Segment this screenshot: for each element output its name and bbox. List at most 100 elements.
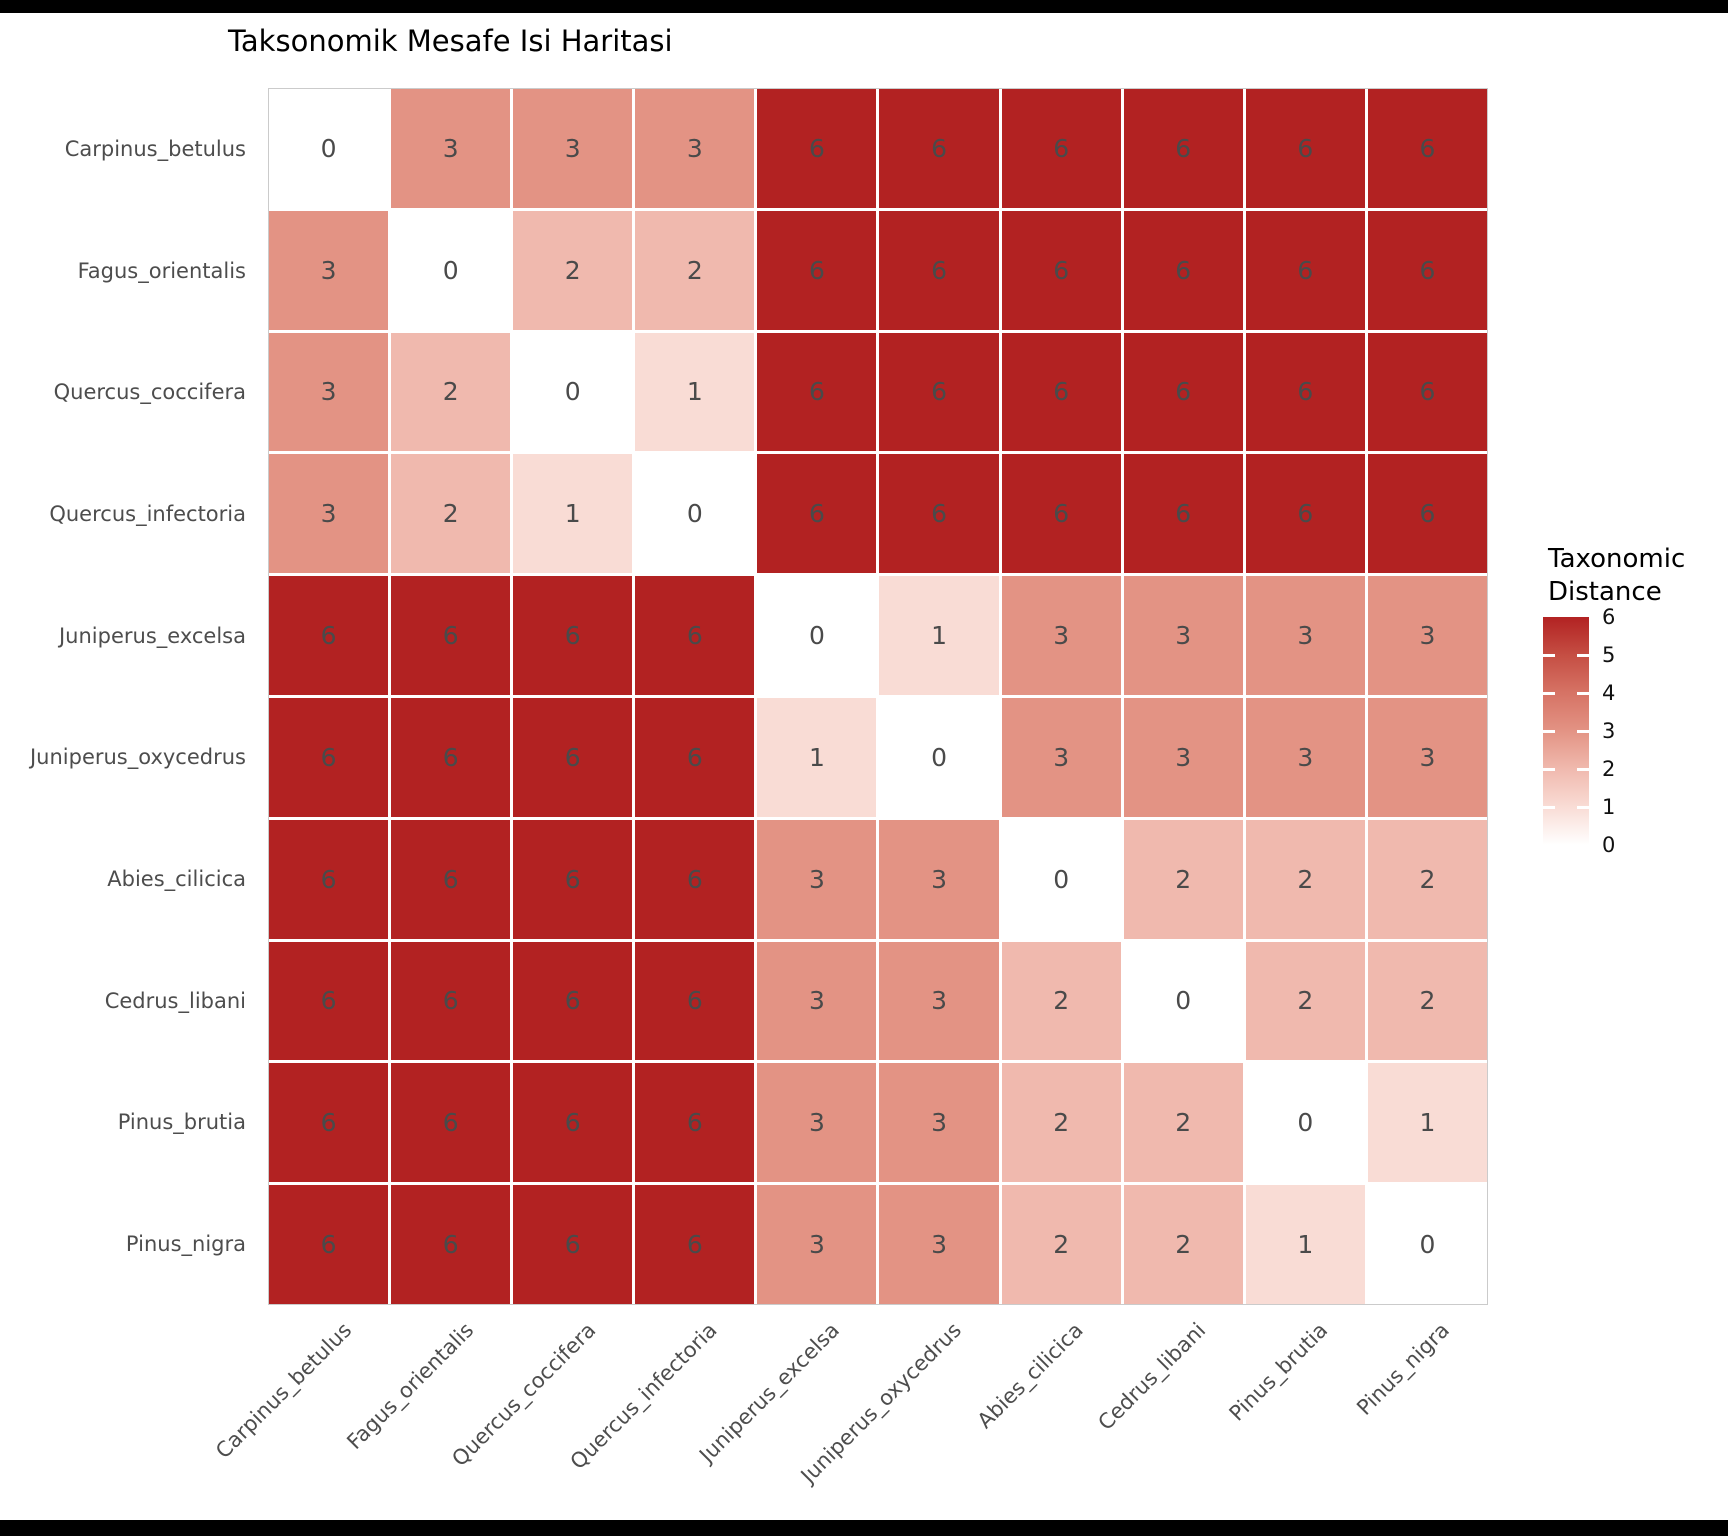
- heatmap-cell: 6: [1001, 332, 1121, 452]
- heatmap-cell: 3: [513, 89, 633, 208]
- heatmap-cell: 3: [1001, 576, 1121, 695]
- cell-value: 1: [564, 499, 581, 529]
- heatmap-cell: 1: [757, 698, 877, 817]
- heatmap-cell: 6: [1001, 454, 1121, 574]
- heatmap-cell: 6: [635, 576, 755, 695]
- heatmap-cell: 6: [513, 1063, 633, 1183]
- cell-value: 3: [931, 1108, 947, 1138]
- cell-value: 6: [1297, 499, 1314, 529]
- heatmap-cell: 3: [269, 332, 389, 452]
- cell-value: 2: [1297, 864, 1314, 894]
- cell-value: 3: [931, 864, 947, 894]
- heatmap-cell: 2: [1123, 1063, 1243, 1183]
- heatmap-cell: 3: [269, 210, 389, 330]
- heatmap-cell: 0: [635, 454, 755, 574]
- cell-value: 6: [931, 255, 947, 285]
- heatmap-cell: 6: [757, 454, 877, 574]
- cell-value: 3: [686, 133, 703, 163]
- cell-value: 2: [1053, 1108, 1070, 1138]
- cell-value: 6: [564, 621, 581, 651]
- heatmap-cell: 6: [1123, 332, 1243, 452]
- cell-value: 2: [1175, 864, 1192, 894]
- cell-value: 1: [1297, 1230, 1314, 1260]
- heatmap-cell: 0: [513, 332, 633, 452]
- cell-value: 6: [931, 499, 947, 529]
- y-axis-label: Juniperus_oxycedrus: [29, 745, 246, 770]
- y-axis-label: Carpinus_betulus: [64, 136, 246, 161]
- cell-value: 0: [808, 621, 825, 651]
- heatmap-cell: 3: [879, 819, 999, 939]
- heatmap-cell: 6: [1001, 210, 1121, 330]
- heatmap-cell: 0: [1001, 819, 1121, 939]
- cell-value: 6: [686, 986, 703, 1016]
- heatmap-cell: 2: [1123, 1185, 1243, 1304]
- heatmap-cell: 3: [1245, 576, 1365, 695]
- heatmap-cell: 2: [1001, 1063, 1121, 1183]
- cell-value: 0: [442, 255, 459, 285]
- cell-value: 1: [686, 377, 703, 407]
- heatmap-cell: 6: [757, 89, 877, 208]
- cell-value: 1: [931, 621, 947, 651]
- heatmap-cell: 6: [1001, 89, 1121, 208]
- heatmap-cell: 2: [1367, 941, 1487, 1061]
- heatmap-cell: 6: [513, 1185, 633, 1304]
- heatmap-cell: 2: [513, 210, 633, 330]
- heatmap-cell: 0: [1367, 1185, 1487, 1304]
- heatmap-cell: 1: [513, 454, 633, 574]
- cell-value: 0: [686, 499, 703, 529]
- heatmap-cell: 6: [391, 1063, 511, 1183]
- heatmap-panel: 0 3 3 3 6 6 6 6 6 6 3 0 2 2 6 6 6 6 6 6 3 2 0 1 6 6 6 6 6 6 3 2 1 0 6 6 6 6 6 6…: [268, 88, 1488, 1305]
- cell-value: 0: [1175, 986, 1192, 1016]
- heatmap-cell: 6: [757, 210, 877, 330]
- colorbar-tick: [1577, 692, 1589, 695]
- y-axis-label: Pinus_nigra: [125, 1232, 246, 1257]
- cell-value: 0: [1053, 864, 1070, 894]
- y-axis-label: Pinus_brutia: [117, 1110, 246, 1135]
- cell-value: 3: [808, 1108, 825, 1138]
- cell-value: 6: [808, 133, 825, 163]
- page-title: Taksonomik Mesafe Isi Haritasi: [228, 24, 673, 58]
- heatmap-cell: 3: [635, 89, 755, 208]
- heatmap-cell: 6: [391, 941, 511, 1061]
- cell-value: 6: [1053, 499, 1070, 529]
- colorbar-tick-label: 0: [1602, 833, 1616, 857]
- heatmap-cell: 6: [1367, 454, 1487, 574]
- heatmap-cell: 6: [635, 698, 755, 817]
- cell-value: 0: [1419, 1230, 1436, 1260]
- cell-value: 0: [564, 377, 581, 407]
- heatmap-cell: 6: [879, 89, 999, 208]
- cell-value: 2: [1419, 864, 1436, 894]
- cell-value: 6: [320, 864, 337, 894]
- heatmap-cell: 6: [879, 210, 999, 330]
- colorbar-tick-label: 5: [1602, 643, 1616, 667]
- heatmap-cell: 2: [635, 210, 755, 330]
- x-axis-label: Carpinus_betulus: [210, 1318, 356, 1464]
- heatmap-cell: 6: [757, 332, 877, 452]
- heatmap-cell: 6: [1123, 210, 1243, 330]
- cell-value: 3: [1419, 742, 1436, 772]
- heatmap-cell: 3: [879, 941, 999, 1061]
- cell-value: 3: [808, 864, 825, 894]
- heatmap-cell: 6: [513, 698, 633, 817]
- heatmap-cell: 6: [269, 1063, 389, 1183]
- cell-value: 6: [442, 986, 459, 1016]
- x-axis-label: Pinus_brutia: [1224, 1318, 1332, 1426]
- cell-value: 3: [1297, 621, 1314, 651]
- y-axis-label: Quercus_coccifera: [53, 380, 246, 405]
- heatmap-cell: 3: [1245, 698, 1365, 817]
- heatmap-cell: 6: [635, 819, 755, 939]
- heatmap-cell: 1: [1245, 1185, 1365, 1304]
- colorbar-tick-label: 3: [1602, 719, 1616, 743]
- heatmap-cell: 2: [1245, 819, 1365, 939]
- cell-value: 6: [686, 742, 703, 772]
- heatmap-cell: 6: [1123, 89, 1243, 208]
- heatmap-cell: 3: [757, 819, 877, 939]
- cell-value: 6: [931, 377, 947, 407]
- cell-value: 6: [442, 1108, 459, 1138]
- cell-value: 2: [1297, 986, 1314, 1016]
- cell-value: 6: [320, 742, 337, 772]
- heatmap-cell: 1: [879, 576, 999, 695]
- cell-value: 6: [686, 1230, 703, 1260]
- cell-value: 3: [1175, 742, 1192, 772]
- cell-value: 3: [931, 1230, 947, 1260]
